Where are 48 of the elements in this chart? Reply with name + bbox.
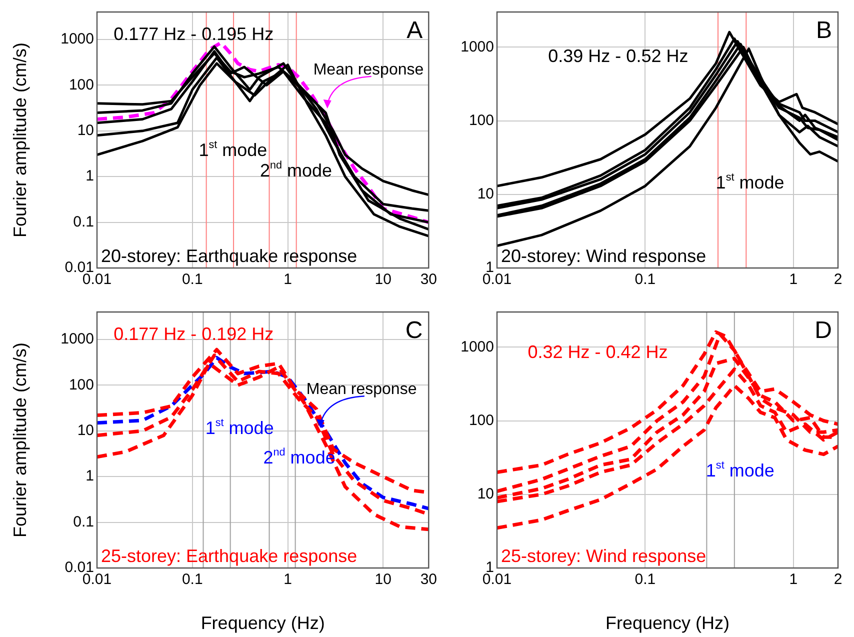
x-tick-label: 0.1 bbox=[182, 271, 203, 288]
y-tick-label: 10 bbox=[477, 186, 494, 203]
y-tick-label: 1000 bbox=[460, 338, 494, 356]
y-tick-label: 10 bbox=[477, 486, 494, 503]
x-tick-label: 1 bbox=[789, 571, 798, 588]
x-tick-label: 1 bbox=[284, 571, 292, 588]
x-tick-label: 0.1 bbox=[182, 571, 203, 588]
text: 0.177 Hz - 0.192 Hz bbox=[114, 324, 274, 344]
annotation: Mean response bbox=[306, 381, 417, 398]
annotation: 20-storey: Earthquake response bbox=[101, 246, 358, 266]
x-tick-label: 30 bbox=[420, 571, 437, 588]
x-tick-label: 0.1 bbox=[634, 571, 656, 588]
chart-title: B bbox=[816, 17, 832, 44]
x-tick-label: 2 bbox=[834, 271, 842, 288]
chart-title: A bbox=[406, 17, 423, 44]
x-axis-title: Frequency (Hz) bbox=[200, 613, 325, 634]
annotation: 25-storey: Earthquake response bbox=[101, 546, 358, 566]
y-tick-label: 10 bbox=[77, 422, 94, 440]
x-tick-label: 2 bbox=[834, 571, 842, 588]
y-tick-label: 10 bbox=[77, 122, 94, 140]
annotation: Mean response bbox=[313, 61, 424, 78]
annotation: 25-storey: Wind response bbox=[501, 546, 706, 566]
y-tick-label: 1 bbox=[86, 168, 94, 185]
x-tick-label: 1 bbox=[789, 271, 798, 288]
x-axis-title: Frequency (Hz) bbox=[605, 613, 730, 634]
y-tick-label: 100 bbox=[468, 412, 494, 429]
chart-title: D bbox=[814, 317, 832, 344]
chart-title: C bbox=[405, 317, 423, 344]
x-tick-label: 0.1 bbox=[634, 271, 656, 288]
y-tick-label: 100 bbox=[68, 76, 94, 94]
y-axis-title: Fourier amplitude (cm/s) bbox=[10, 342, 30, 538]
x-tick-label: 10 bbox=[374, 571, 392, 588]
y-tick-label: 0.1 bbox=[73, 513, 94, 530]
y-tick-label: 0.1 bbox=[73, 213, 94, 230]
x-tick-label: 10 bbox=[374, 271, 392, 288]
y-tick-label: 100 bbox=[68, 376, 94, 394]
annotation: 20-storey: Wind response bbox=[501, 246, 706, 266]
y-axis-title: Fourier amplitude (cm/s) bbox=[10, 42, 30, 238]
text: 0.177 Hz - 0.195 Hz bbox=[114, 24, 274, 44]
y-tick-label: 1 bbox=[86, 468, 94, 485]
x-tick-label: 30 bbox=[420, 271, 437, 288]
y-tick-label: 100 bbox=[468, 112, 494, 129]
x-tick-label: 1 bbox=[284, 271, 292, 288]
y-tick-label: 1000 bbox=[60, 30, 94, 48]
y-tick-label: 1000 bbox=[460, 38, 494, 56]
text: 0.32 Hz - 0.42 Hz bbox=[528, 342, 668, 362]
text: 0.39 Hz - 0.52 Hz bbox=[548, 46, 688, 66]
y-tick-label: 1000 bbox=[60, 330, 94, 348]
